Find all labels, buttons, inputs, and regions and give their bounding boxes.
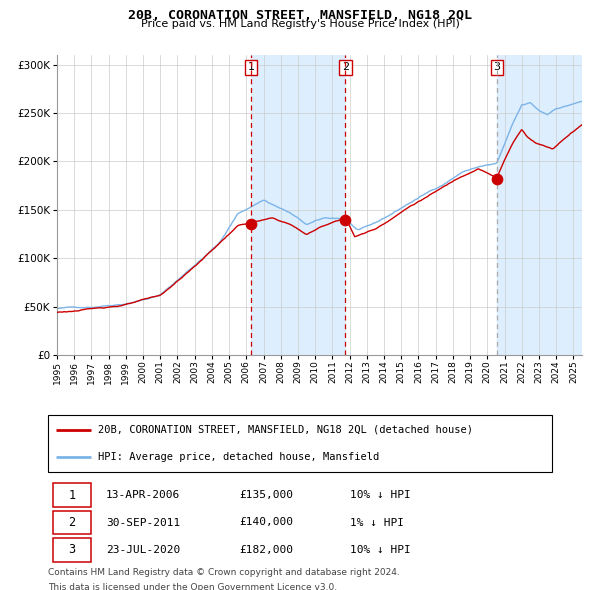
Text: 10% ↓ HPI: 10% ↓ HPI (350, 490, 411, 500)
Text: Price paid vs. HM Land Registry's House Price Index (HPI): Price paid vs. HM Land Registry's House … (140, 19, 460, 30)
FancyBboxPatch shape (53, 538, 91, 562)
Text: 20B, CORONATION STREET, MANSFIELD, NG18 2QL (detached house): 20B, CORONATION STREET, MANSFIELD, NG18 … (98, 425, 473, 435)
Bar (251, 55, 346, 355)
Text: 2: 2 (342, 63, 349, 73)
Text: 2: 2 (68, 516, 76, 529)
Text: This data is licensed under the Open Government Licence v3.0.: This data is licensed under the Open Gov… (48, 583, 337, 590)
Text: 1% ↓ HPI: 1% ↓ HPI (350, 517, 404, 527)
Text: 3: 3 (68, 543, 76, 556)
Text: £135,000: £135,000 (239, 490, 293, 500)
Point (341, 215, 350, 224)
Text: Contains HM Land Registry data © Crown copyright and database right 2024.: Contains HM Land Registry data © Crown c… (48, 568, 400, 577)
FancyBboxPatch shape (53, 483, 91, 507)
Text: £140,000: £140,000 (239, 517, 293, 527)
FancyBboxPatch shape (48, 415, 552, 472)
Text: 1: 1 (248, 63, 254, 73)
Point (247, 219, 256, 229)
Text: 13-APR-2006: 13-APR-2006 (106, 490, 180, 500)
Text: 1: 1 (68, 489, 76, 502)
Bar (497, 55, 582, 355)
Text: £182,000: £182,000 (239, 545, 293, 555)
Text: 20B, CORONATION STREET, MANSFIELD, NG18 2QL: 20B, CORONATION STREET, MANSFIELD, NG18 … (128, 9, 472, 22)
Text: 3: 3 (493, 63, 500, 73)
Text: 10% ↓ HPI: 10% ↓ HPI (350, 545, 411, 555)
Text: 23-JUL-2020: 23-JUL-2020 (106, 545, 180, 555)
FancyBboxPatch shape (53, 510, 91, 535)
Point (492, 174, 502, 183)
Text: 30-SEP-2011: 30-SEP-2011 (106, 517, 180, 527)
Text: HPI: Average price, detached house, Mansfield: HPI: Average price, detached house, Mans… (98, 452, 380, 462)
